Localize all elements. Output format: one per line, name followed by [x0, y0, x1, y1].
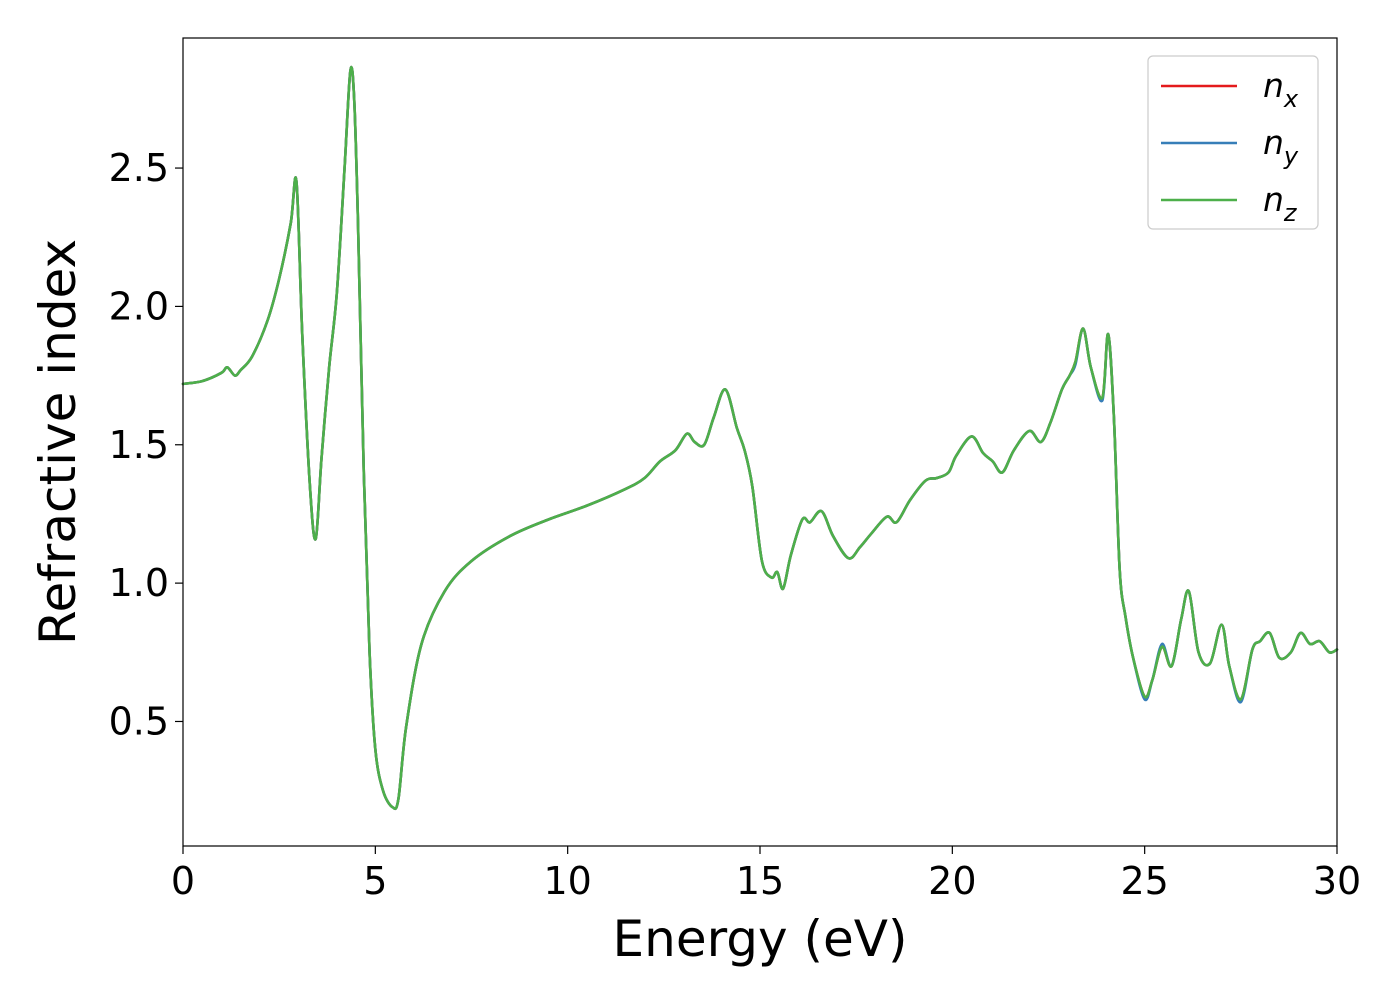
y-tick-label: 0.5	[109, 699, 169, 743]
y-tick-label: 1.5	[109, 423, 169, 467]
x-tick-label: 0	[171, 859, 195, 903]
y-tick-label: 2.5	[109, 146, 169, 190]
y-axis-label: Refractive index	[29, 239, 87, 645]
y-tick-label: 1.0	[109, 561, 169, 605]
x-tick-label: 25	[1120, 859, 1168, 903]
series-line-nz	[181, 65, 1339, 811]
x-axis-label: Energy (eV)	[613, 910, 908, 968]
x-tick-label: 20	[928, 859, 976, 903]
x-tick-label: 15	[736, 859, 784, 903]
legend-label-ny: ny	[1263, 123, 1299, 170]
y-axis-ticks: 0.5 1.0 1.5 2.0 2.5	[109, 146, 183, 743]
legend-label-nz: nz	[1263, 180, 1298, 227]
x-tick-label: 30	[1313, 859, 1361, 903]
x-axis-ticks: 0 5 10 15 20 25 30	[171, 846, 1361, 903]
legend: nx ny nz	[1147, 55, 1319, 230]
series-layer	[181, 65, 1339, 811]
legend-label-nx: nx	[1263, 66, 1299, 113]
y-tick-label: 2.0	[109, 284, 169, 328]
x-tick-label: 5	[363, 859, 387, 903]
x-tick-label: 10	[543, 859, 591, 903]
